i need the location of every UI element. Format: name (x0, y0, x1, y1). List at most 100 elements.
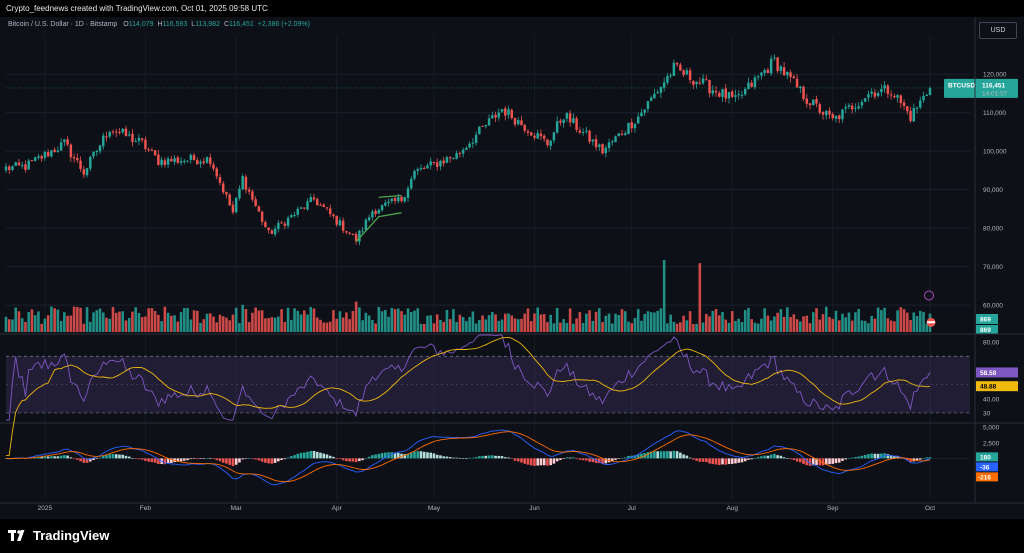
candle-body (393, 198, 397, 201)
candle-body (779, 66, 783, 71)
volume-bar (481, 315, 484, 332)
macd-histogram-bar (536, 458, 540, 466)
volume-bar (426, 315, 429, 332)
volume-bar (364, 312, 368, 332)
volume-bar (873, 318, 877, 332)
volume-bar (630, 323, 634, 332)
volume-bar (533, 313, 536, 332)
candle (902, 99, 906, 110)
candle (604, 145, 608, 158)
candle-body (828, 110, 831, 115)
candle-body (636, 116, 640, 124)
volume-bar (422, 323, 426, 332)
volume-bar (325, 322, 329, 332)
candle (497, 108, 501, 121)
macd-histogram-bar (795, 458, 799, 462)
candle-body (620, 133, 624, 135)
candle (915, 106, 919, 114)
candle-body (196, 160, 199, 165)
macd-histogram-bar (50, 456, 53, 459)
candle (98, 144, 102, 154)
candle (837, 114, 841, 124)
candle (504, 106, 507, 121)
candle (782, 61, 786, 77)
volume-bar (912, 312, 916, 332)
volume-bar (474, 323, 478, 332)
macd-histogram-bar (186, 458, 189, 461)
candle (831, 112, 834, 121)
candle (549, 139, 552, 150)
candle (202, 157, 206, 166)
candle (40, 154, 43, 163)
volume-bar (666, 323, 669, 332)
volume-bar (11, 319, 14, 332)
macd-histogram-bar (588, 458, 591, 462)
volume-bar (578, 312, 582, 332)
candle-body (760, 72, 763, 76)
candle-body (218, 177, 222, 183)
macd-histogram-bar (212, 458, 215, 459)
currency-button[interactable]: USD (979, 22, 1017, 39)
macd-histogram-bar (601, 458, 604, 464)
volume-tag-bg (976, 325, 998, 334)
candle-body (601, 144, 604, 154)
candle-body (82, 169, 86, 175)
candle (546, 139, 549, 148)
macd-histogram-bar (717, 458, 721, 466)
candle (552, 132, 556, 144)
candle-body (478, 126, 481, 135)
candle (510, 108, 514, 120)
volume-bar (714, 309, 718, 332)
candle (773, 54, 776, 61)
candle (889, 90, 893, 100)
candle (89, 155, 92, 172)
volume-bar (737, 318, 741, 332)
volume-bar (147, 308, 150, 332)
candle (555, 116, 559, 134)
candle-body (786, 72, 789, 76)
volume-bar (46, 315, 50, 332)
macd-histogram-bar (429, 452, 433, 459)
candle (708, 79, 711, 98)
macd-histogram-bar (419, 451, 423, 459)
candle-body (59, 142, 63, 151)
candle-body (296, 208, 300, 215)
macd-histogram-bar (708, 458, 711, 464)
volume-bar (409, 311, 413, 332)
chart-svg[interactable]: 60,000 70,000 80,000 90,000 100,000 110,000 12… (0, 17, 1024, 519)
volume-bar (170, 315, 173, 332)
candle-body (131, 133, 134, 142)
candle-body (465, 147, 468, 150)
macd-histogram-bar (591, 458, 595, 463)
candle-body (241, 176, 244, 190)
candle (134, 138, 137, 143)
macd-histogram-bar (478, 456, 481, 459)
volume-bar (704, 313, 708, 332)
candle-body (659, 86, 663, 93)
candle-body (286, 217, 290, 226)
volume-bar (559, 322, 562, 332)
volume-bar (153, 311, 157, 332)
volume-bar (539, 314, 543, 332)
candle (675, 62, 679, 68)
candle-body (419, 167, 423, 170)
candle-body (27, 160, 30, 170)
volume-bar (675, 323, 679, 332)
candle (795, 74, 799, 88)
volume-bar (857, 308, 860, 332)
candle (740, 90, 744, 99)
candle (20, 161, 24, 169)
tradingview-logo[interactable]: TradingView (8, 528, 109, 543)
volume-bar (416, 308, 420, 332)
macd-histogram-bar (322, 453, 326, 459)
candle (578, 126, 582, 135)
candle (183, 158, 186, 165)
volume-tag-bg (976, 314, 998, 324)
candle-body (247, 189, 251, 192)
macd-histogram-bar (244, 458, 248, 459)
macd-histogram-bar (121, 454, 125, 459)
candle-body (611, 141, 614, 143)
candle-body (643, 109, 646, 113)
candle (880, 84, 883, 97)
candle (925, 93, 928, 97)
